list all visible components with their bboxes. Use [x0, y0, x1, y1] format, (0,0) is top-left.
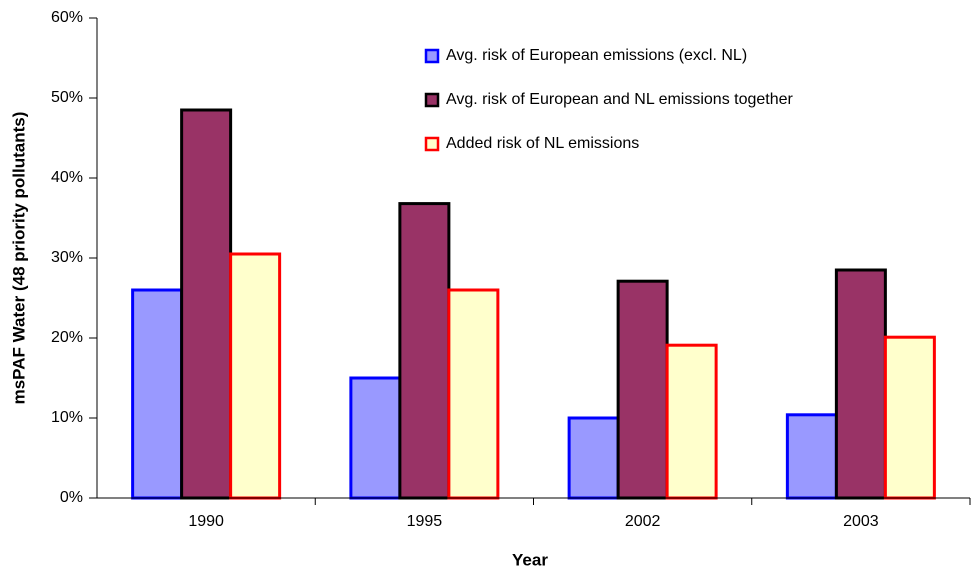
y-tick-label: 50%	[51, 89, 83, 106]
legend-label: Avg. risk of European emissions (excl. N…	[446, 47, 747, 64]
legend-swatch	[424, 48, 440, 64]
bar	[229, 252, 282, 500]
y-tick-label: 10%	[51, 409, 83, 426]
bar	[131, 288, 184, 500]
y-tick-label: 0%	[60, 489, 83, 506]
y-axis-title: msPAF Water (48 priority pollutants)	[9, 112, 28, 405]
bar	[180, 108, 233, 500]
legend-label: Added risk of NL emissions	[446, 135, 639, 152]
legend-label: Avg. risk of European and NL emissions t…	[446, 91, 794, 108]
y-tick-label: 30%	[51, 249, 83, 266]
x-tick-label: 1995	[407, 513, 443, 530]
bar	[785, 413, 838, 500]
legend-box	[385, 30, 920, 164]
y-tick-label: 40%	[51, 169, 83, 186]
bar	[665, 343, 718, 500]
legend-swatch	[424, 92, 440, 108]
x-tick-label: 1990	[188, 513, 224, 530]
x-tick-label: 2003	[843, 513, 879, 530]
legend-swatch	[424, 136, 440, 152]
bar	[616, 279, 669, 500]
y-tick-label: 20%	[51, 329, 83, 346]
bar	[567, 416, 620, 500]
bar	[398, 202, 451, 500]
bar	[349, 376, 402, 500]
x-axis-title: Year	[512, 550, 548, 569]
bar	[834, 268, 887, 500]
bar	[447, 288, 500, 500]
x-tick-label: 2002	[625, 513, 661, 530]
y-tick-label: 60%	[51, 9, 83, 26]
bar	[883, 335, 936, 500]
